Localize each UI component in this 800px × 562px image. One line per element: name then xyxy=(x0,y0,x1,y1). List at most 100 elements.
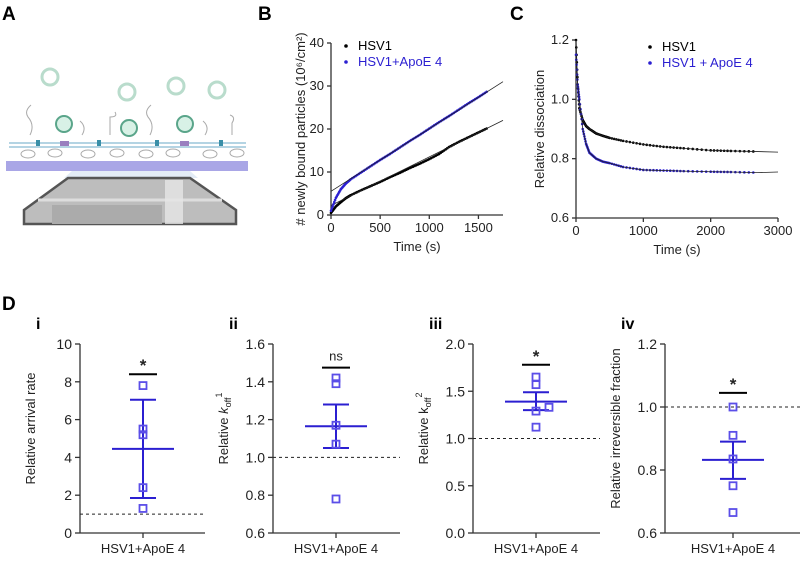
data-point xyxy=(331,379,341,389)
y-tick-label: 6 xyxy=(64,412,72,428)
y-axis-label: Relative irreversible fraction xyxy=(608,348,623,508)
legend-marker xyxy=(648,61,652,65)
y-tick-label: 1.0 xyxy=(638,399,658,415)
y-tick-label: 1.0 xyxy=(551,91,569,106)
fit-line xyxy=(575,54,779,174)
panel-label-c: C xyxy=(510,4,524,25)
data-point xyxy=(728,508,738,517)
category-label: HSV1+ApoE 4 xyxy=(294,541,378,556)
y-tick-label: 0.8 xyxy=(551,151,569,166)
significance-label: * xyxy=(140,356,147,375)
category-label: HSV1+ApoE 4 xyxy=(101,541,185,556)
chart-B: 0 500 1000 1500 0 10 20 30 40 Time (s) # newly bou… xyxy=(293,32,504,254)
data-point xyxy=(544,402,554,412)
data-point xyxy=(531,372,541,382)
data-point xyxy=(531,422,541,432)
y-axis-label: # newly bound particles (10⁶/cm²) xyxy=(293,32,308,225)
data-point xyxy=(331,205,334,208)
significance-label: * xyxy=(533,347,540,366)
data-point xyxy=(728,481,738,491)
sub-panel-label: ii xyxy=(229,316,238,333)
data-point xyxy=(332,200,336,204)
data-point xyxy=(333,198,337,202)
panel-label-d: D xyxy=(2,294,16,315)
y-tick-label: 0.6 xyxy=(638,525,658,541)
y-tick-label: 1.0 xyxy=(446,431,466,447)
y-tick-label: 8 xyxy=(64,374,72,390)
y-tick-label: 1.6 xyxy=(246,336,266,352)
x-tick-label: 1000 xyxy=(629,223,658,238)
x-tick-label: 500 xyxy=(369,220,391,235)
data-point xyxy=(728,402,738,412)
data-point xyxy=(138,430,148,440)
chart-Diii: iii HSV1+ApoE 4 0.0 0.5 1.0 1.5 2.0 Relative ko… xyxy=(414,316,600,556)
data-point xyxy=(531,406,541,416)
y-tick-label: 30 xyxy=(310,78,324,93)
y-tick-label: 0.0 xyxy=(446,525,466,541)
x-tick-label: 0 xyxy=(327,220,334,235)
legend-marker xyxy=(648,45,652,49)
chart-Dii: ii HSV1+ApoE 4 0.6 0.8 1.0 1.2 1.4 1.6 Relative … xyxy=(214,316,400,556)
x-axis-label: Time (s) xyxy=(393,239,440,254)
fit-line xyxy=(330,120,504,206)
data-point xyxy=(331,494,341,504)
data-point xyxy=(728,454,738,464)
data-point xyxy=(138,504,148,513)
data-point xyxy=(329,209,333,212)
x-axis-label: Time (s) xyxy=(653,242,700,257)
y-tick-label: 2.0 xyxy=(446,336,466,352)
sub-panel-label: i xyxy=(36,316,40,333)
x-tick-label: 1000 xyxy=(415,220,444,235)
y-tick-label: 1.2 xyxy=(246,412,266,428)
y-tick-label: 0 xyxy=(317,207,324,222)
y-tick-label: 1.2 xyxy=(551,32,569,47)
x-tick-label: 2000 xyxy=(696,223,725,238)
x-tick-label: 0 xyxy=(572,223,579,238)
legend-label: HSV1 xyxy=(662,39,696,54)
significance-label: ns xyxy=(329,349,343,364)
data-point xyxy=(728,430,738,440)
data-point xyxy=(138,424,148,434)
data-point xyxy=(331,420,341,430)
schematic-illustration xyxy=(6,67,248,226)
panel-label-b: B xyxy=(258,4,272,25)
y-tick-label: 1.2 xyxy=(638,336,658,352)
y-tick-label: 0.8 xyxy=(246,487,266,503)
y-axis-label: Relative koff2 xyxy=(414,393,433,465)
y-tick-label: 4 xyxy=(64,449,72,465)
y-tick-label: 1.0 xyxy=(246,449,266,465)
chart-Di: i HSV1+ApoE 4 0 2 4 6 8 10 Relative arrival rate… xyxy=(23,316,205,556)
data-point xyxy=(332,202,335,206)
sub-panel-label: iii xyxy=(429,316,442,333)
sub-panel-label: iv xyxy=(621,316,634,333)
panel-label-a: A xyxy=(2,4,16,25)
y-tick-label: 0.6 xyxy=(551,210,569,225)
x-tick-label: 1500 xyxy=(464,220,493,235)
y-tick-label: 0 xyxy=(64,525,72,541)
data-point xyxy=(331,439,341,449)
y-axis-label: Relative dissociation xyxy=(532,70,547,189)
fit-line xyxy=(330,81,504,192)
data-point xyxy=(330,207,334,210)
data-point xyxy=(531,380,541,390)
significance-label: * xyxy=(730,375,737,394)
y-tick-label: 10 xyxy=(56,336,72,352)
legend-marker xyxy=(344,44,348,48)
category-label: HSV1+ApoE 4 xyxy=(494,541,578,556)
y-axis-label: Relative koff1 xyxy=(214,393,233,465)
data-point xyxy=(138,381,148,390)
y-tick-label: 40 xyxy=(310,35,324,50)
y-tick-label: 0.8 xyxy=(638,462,658,478)
data-point xyxy=(331,373,341,383)
legend-label: HSV1 + ApoE 4 xyxy=(662,55,753,70)
data-point xyxy=(138,483,148,493)
chart-Div: iv HSV1+ApoE 4 0.6 0.8 1.0 1.2 Relative irreve… xyxy=(608,316,800,556)
legend-label: HSV1 xyxy=(358,38,392,53)
y-tick-label: 1.4 xyxy=(246,374,266,390)
y-tick-label: 2 xyxy=(64,487,72,503)
y-tick-label: 1.5 xyxy=(446,383,466,399)
y-tick-label: 0.5 xyxy=(446,478,466,494)
y-axis-label: Relative arrival rate xyxy=(23,373,38,485)
y-tick-label: 20 xyxy=(310,121,324,136)
